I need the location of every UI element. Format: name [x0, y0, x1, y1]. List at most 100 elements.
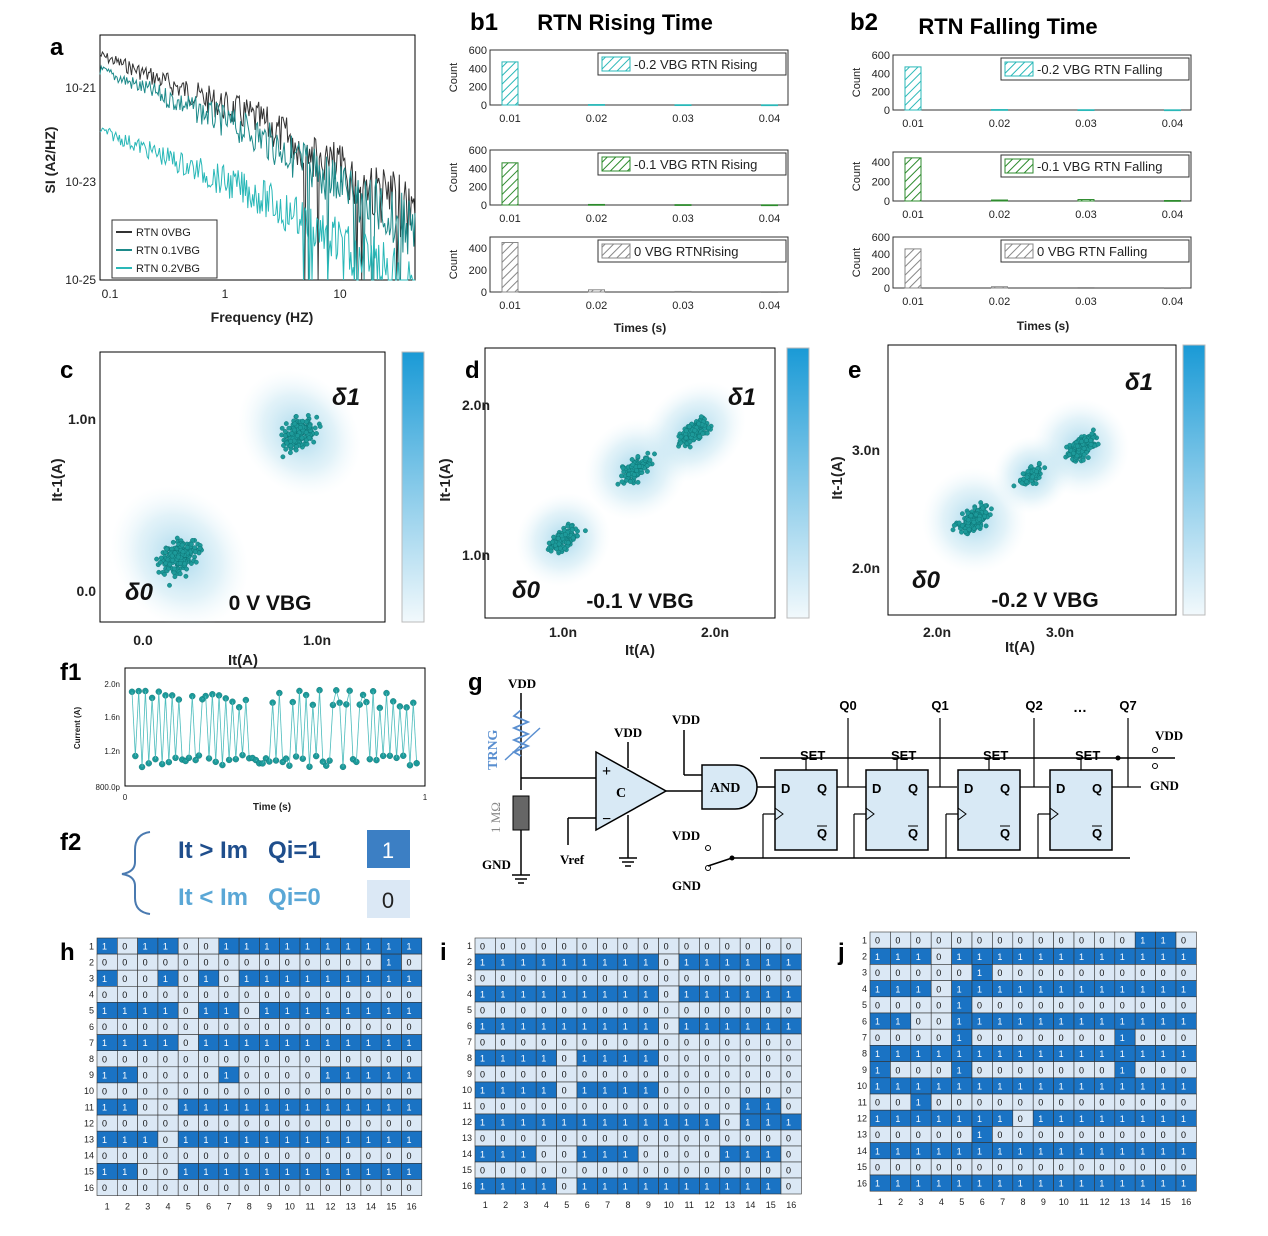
matrix-j-cell-value: 1 [916, 1179, 921, 1189]
scatter-e-point [963, 529, 968, 534]
matrix-j-cell [1053, 1012, 1075, 1030]
matrix-i-cell [780, 1145, 802, 1163]
matrix-i-cell [515, 1129, 537, 1147]
matrix-i-cell [760, 1049, 782, 1067]
matrix-h-cell-value: 1 [163, 1038, 168, 1048]
matrix-j-cell-value: 0 [1059, 1000, 1064, 1010]
matrix-i-cell [515, 1081, 537, 1099]
matrix-j-cell [1032, 1093, 1054, 1111]
scatter-c-point [303, 429, 309, 435]
matrix-i-cell [597, 1033, 619, 1051]
trace-ytick-1: 2.0n [104, 680, 120, 689]
matrix-h-cell [401, 1163, 423, 1180]
matrix-h-cell [299, 1114, 321, 1132]
matrix-j-cell [992, 1061, 1014, 1079]
matrix-h-cell-value: 0 [386, 1086, 391, 1096]
hist-b1-0-bar-2 [674, 104, 692, 107]
matrix-j-cell [992, 1174, 1014, 1192]
matrix-i-cell-value: 0 [684, 1038, 689, 1048]
matrix-j-cell-value: 1 [875, 1049, 880, 1059]
matrix-i-row-label: 13 [462, 1133, 472, 1143]
scatter-d-point [706, 425, 712, 431]
matrix-h-col-label: 11 [305, 1202, 314, 1212]
matrix-j-cell-value: 0 [997, 968, 1002, 978]
matrix-h-cell [380, 985, 402, 1003]
hist-b1-1-bar-0 [501, 162, 519, 206]
matrix-i-cell [780, 1017, 802, 1035]
matrix-h-cell [157, 1066, 179, 1084]
matrix-j-row-label: 10 [857, 1081, 867, 1091]
matrix-j-cell [1032, 1012, 1054, 1030]
matrix-j-cell [992, 996, 1014, 1014]
matrix-i-row-label: 1 [467, 941, 472, 951]
scatter-e-point [951, 523, 957, 528]
matrix-h-cell [401, 969, 423, 987]
matrix-j-cell [951, 1077, 973, 1095]
matrix-i-cell-value: 1 [500, 990, 505, 1000]
matrix-j-cell-value: 1 [1059, 1049, 1064, 1059]
matrix-j-cell-value: 0 [1140, 1033, 1145, 1043]
trace-segment [299, 690, 304, 759]
matrix-h-cell [177, 953, 199, 971]
psd-series [99, 50, 416, 281]
matrix-i-cell [474, 1033, 496, 1051]
matrix-i-cell [597, 1049, 619, 1067]
hist-b2-1-legend-swatch [1004, 158, 1034, 174]
matrix-i-cell-value: 0 [541, 1006, 546, 1016]
matrix-h-cell-value: 1 [366, 942, 371, 952]
scatter-d-point [687, 439, 693, 445]
panel-label-b1: b1 [470, 9, 498, 36]
matrix-i-cell-value: 1 [602, 990, 607, 1000]
matrix-i-cell [739, 969, 761, 987]
matrix-h-cell [177, 1130, 199, 1148]
matrix-i-cell [495, 1097, 517, 1115]
matrix-h-cell [340, 1082, 362, 1100]
matrix-j-cell-value: 0 [1181, 1098, 1186, 1108]
g-dff-1-q: Q [908, 781, 918, 796]
matrix-h-cell-value: 0 [305, 958, 310, 968]
matrix-i-cell [556, 1065, 578, 1083]
matrix-i-cell-value: 0 [704, 1038, 709, 1048]
matrix-j-cell [1073, 1109, 1095, 1127]
matrix-j-cell-value: 0 [875, 968, 880, 978]
matrix-i-cell [699, 1177, 721, 1195]
matrix-j-cell [910, 1061, 932, 1079]
matrix-i-cell [699, 1049, 721, 1067]
matrix-j-cell-value: 1 [997, 1049, 1002, 1059]
matrix-h-cell [177, 1114, 199, 1132]
hist-b2-2-legend-label: 0 VBG RTN Falling [1037, 244, 1147, 259]
matrix-h-cell-value: 1 [163, 942, 168, 952]
matrix-j-cell-value: 0 [957, 1162, 962, 1172]
matrix-i-cell [597, 953, 619, 971]
matrix-j-cell [1134, 1158, 1156, 1176]
matrix-j-cell [1032, 1126, 1054, 1143]
scatter-e-delta0: δ0 [912, 567, 941, 594]
matrix-h-cell [380, 1163, 402, 1180]
scatter-e-point [959, 529, 964, 535]
matrix-j-cell-value: 1 [895, 1081, 900, 1091]
matrix-i-cell-value: 1 [766, 958, 771, 968]
trace-segment [151, 697, 156, 760]
matrix-j-cell [951, 931, 973, 949]
trace-segment [292, 702, 297, 757]
matrix-i-cell-value: 0 [766, 1054, 771, 1064]
matrix-h-col-label: 16 [407, 1202, 417, 1212]
matrix-h-row-label: 4 [89, 990, 94, 1000]
matrix-j-cell [890, 1109, 912, 1127]
matrix-j-col-label: 6 [980, 1197, 985, 1207]
matrix-h-cell-value: 0 [183, 1022, 188, 1032]
matrix-j-cell [1114, 1142, 1136, 1160]
matrix-i-cell [474, 1113, 496, 1131]
hist-b2-2-xtick-3: 0.04 [1162, 296, 1183, 308]
matrix-h-cell [401, 1098, 423, 1116]
matrix-h-cell [319, 1098, 341, 1116]
matrix-i-cell-value: 1 [704, 1022, 709, 1032]
matrix-i-cell [597, 1097, 619, 1115]
scatter-d-point [555, 535, 561, 541]
matrix-j-cell [910, 980, 932, 998]
matrix-h-cell [279, 1034, 301, 1051]
matrix-h-cell-value: 0 [183, 1086, 188, 1096]
hist-b1-1-bar-1 [588, 203, 605, 206]
scatter-e-colorbar [1182, 344, 1206, 616]
